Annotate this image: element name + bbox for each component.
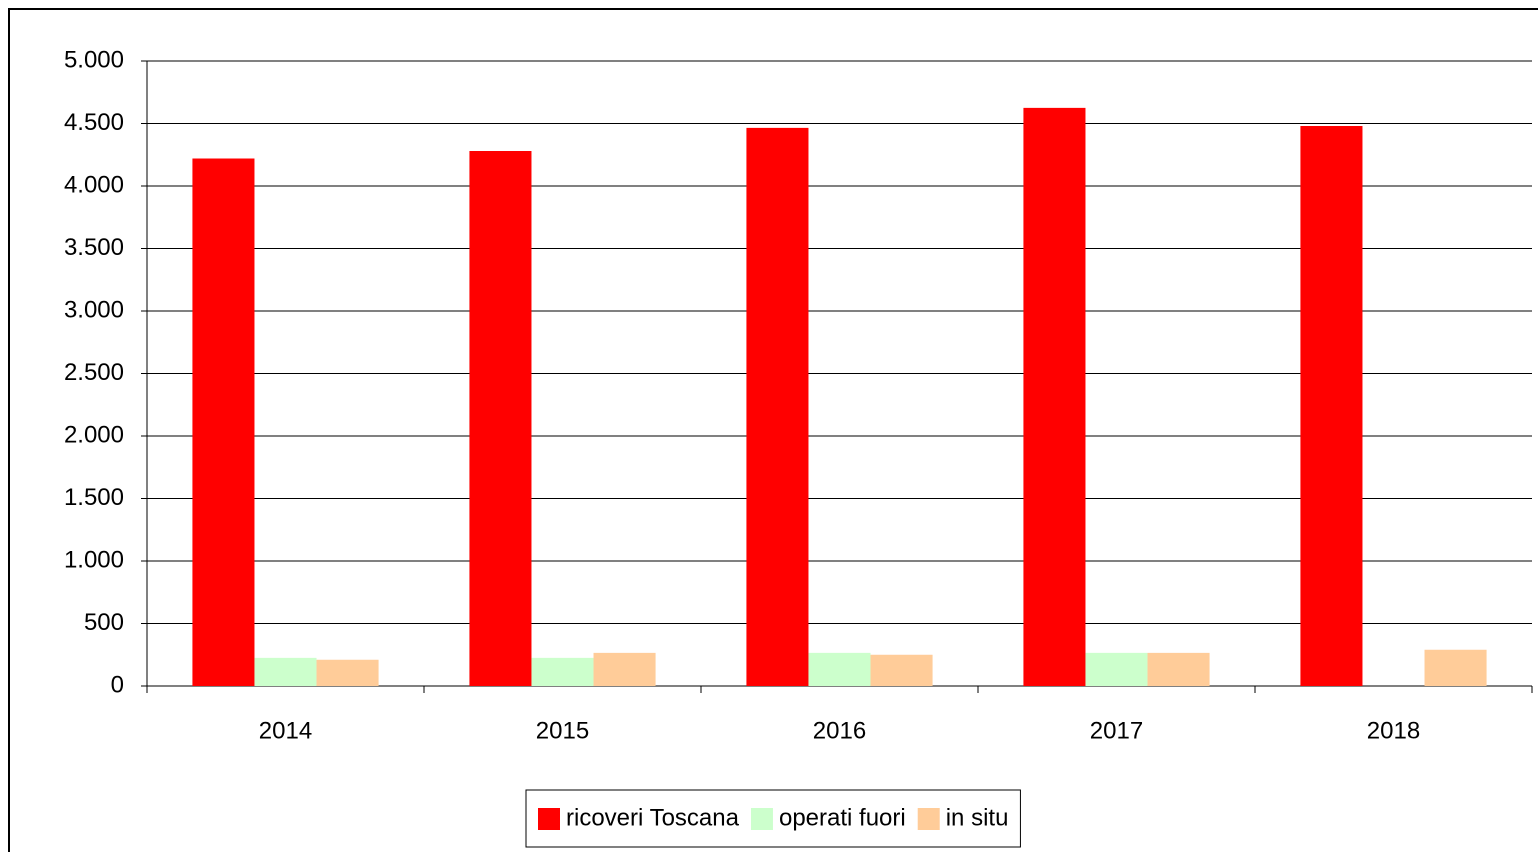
x-tick-label: 2015 — [536, 717, 589, 744]
y-tick-label: 2.500 — [64, 359, 124, 386]
bar — [254, 657, 317, 686]
bar — [870, 654, 933, 686]
bar — [531, 657, 594, 686]
bar — [192, 158, 255, 686]
y-tick-label: 4.500 — [64, 109, 124, 136]
legend-label: in situ — [946, 804, 1009, 831]
x-tick-label: 2016 — [813, 717, 866, 744]
y-tick-label: 1.000 — [64, 546, 124, 573]
y-tick-label: 1.500 — [64, 484, 124, 511]
bar — [1300, 126, 1363, 686]
x-tick-label: 2017 — [1090, 717, 1143, 744]
bar — [316, 659, 379, 686]
legend-swatch — [538, 808, 560, 830]
chart-frame — [8, 8, 1538, 852]
bar — [1085, 652, 1148, 686]
bar — [593, 652, 656, 686]
bar — [808, 652, 871, 686]
bar — [1147, 652, 1210, 686]
y-tick-label: 5.000 — [64, 46, 124, 73]
y-tick-label: 0 — [111, 671, 124, 698]
bar — [469, 151, 532, 686]
y-tick-label: 3.500 — [64, 234, 124, 261]
legend-swatch — [750, 808, 773, 830]
y-tick-label: 4.000 — [64, 171, 124, 198]
legend-label: operati fuori — [779, 804, 906, 831]
legend-label: ricoveri Toscana — [566, 804, 740, 831]
bar — [1424, 649, 1487, 686]
x-tick-label: 2018 — [1367, 717, 1420, 744]
y-tick-label: 500 — [84, 609, 124, 636]
bar — [1023, 107, 1086, 686]
x-tick-label: 2014 — [259, 717, 312, 744]
y-tick-label: 3.000 — [64, 296, 124, 323]
legend-swatch — [917, 808, 940, 830]
y-tick-label: 2.000 — [64, 421, 124, 448]
bar — [746, 127, 809, 686]
